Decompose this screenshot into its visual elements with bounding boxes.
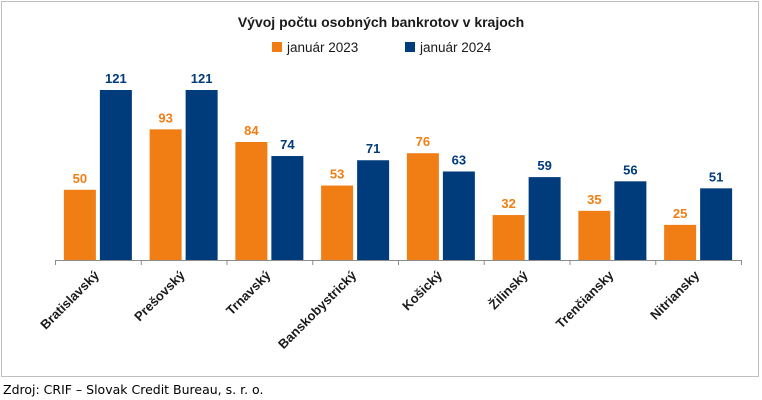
bar-jan-2024 bbox=[271, 156, 304, 260]
bar-jan-2024 bbox=[700, 188, 733, 260]
data-label: 121 bbox=[191, 71, 213, 86]
x-tick-label: Nitriansky bbox=[647, 267, 703, 323]
data-label: 76 bbox=[416, 134, 430, 149]
source-note: Zdroj: CRIF – Slovak Credit Bureau, s. r… bbox=[3, 382, 264, 397]
bar-jan-2023 bbox=[149, 129, 182, 260]
bar-jan-2024 bbox=[185, 90, 218, 260]
x-tick-label: Banskobystrický bbox=[275, 267, 360, 352]
legend-label: január 2024 bbox=[419, 40, 492, 55]
bar-jan-2024 bbox=[528, 177, 561, 260]
data-label: 74 bbox=[280, 137, 295, 152]
bar-jan-2023 bbox=[235, 141, 268, 260]
legend-swatch bbox=[405, 42, 415, 52]
bar-jan-2024 bbox=[99, 90, 132, 260]
bar-jan-2024 bbox=[442, 171, 475, 260]
bar-jan-2023 bbox=[492, 215, 525, 260]
data-label: 59 bbox=[537, 158, 551, 173]
bar-jan-2023 bbox=[578, 210, 611, 260]
bar-jan-2023 bbox=[664, 224, 697, 260]
data-label: 84 bbox=[244, 123, 259, 138]
x-tick-label: Žilinský bbox=[486, 267, 531, 312]
data-label: 35 bbox=[587, 192, 601, 207]
data-label: 56 bbox=[623, 162, 637, 177]
data-label: 63 bbox=[452, 152, 466, 167]
data-label: 121 bbox=[105, 71, 127, 86]
plot-area: 50 121 Bratislavský 93 121 Prešovský 84 74 Trnav… bbox=[37, 71, 742, 352]
bar-jan-2023 bbox=[63, 189, 96, 260]
data-label: 51 bbox=[709, 169, 723, 184]
bar-jan-2024 bbox=[357, 160, 390, 260]
data-label: 25 bbox=[673, 206, 687, 221]
x-tick-label: Bratislavský bbox=[37, 267, 102, 332]
bar-jan-2023 bbox=[321, 185, 354, 260]
data-label: 53 bbox=[330, 167, 344, 182]
legend-swatch bbox=[272, 42, 282, 52]
x-tick-label: Košický bbox=[399, 267, 445, 313]
chart: Vývoj počtu osobných bankrotov v krajoch… bbox=[37, 14, 742, 352]
x-tick-label: Trnavský bbox=[223, 267, 274, 318]
data-label: 71 bbox=[366, 141, 380, 156]
legend: január 2023 január 2024 bbox=[272, 40, 492, 55]
x-tick-label: Trenčiansky bbox=[553, 267, 617, 331]
bar-jan-2023 bbox=[406, 153, 439, 260]
data-label: 93 bbox=[158, 110, 172, 125]
legend-label: január 2023 bbox=[286, 40, 358, 55]
data-label: 32 bbox=[501, 196, 515, 211]
chart-title: Vývoj počtu osobných bankrotov v krajoch bbox=[238, 14, 524, 30]
bar-jan-2024 bbox=[614, 181, 647, 260]
data-label: 50 bbox=[73, 171, 87, 186]
x-tick-label: Prešovský bbox=[131, 267, 188, 324]
